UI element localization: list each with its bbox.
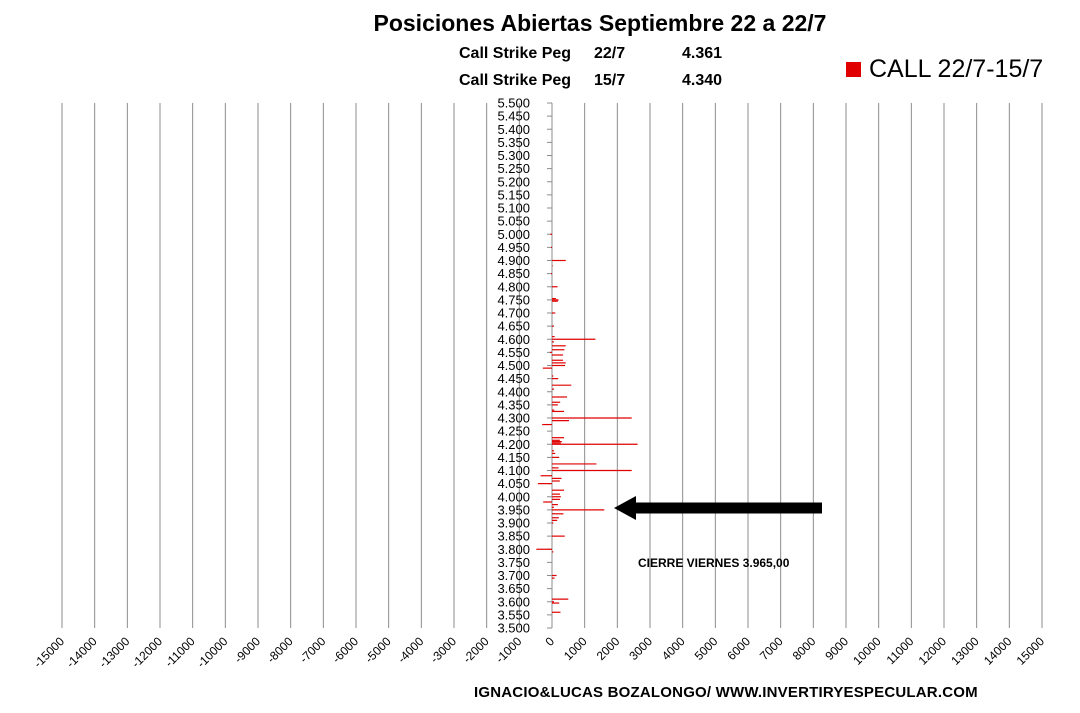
- x-tick-label: -7000: [297, 634, 329, 666]
- y-tick-label: 4.600: [497, 332, 530, 347]
- y-tick-label: 5.150: [497, 187, 530, 202]
- x-tick-label: -13000: [96, 634, 133, 671]
- y-tick-label: 3.700: [497, 568, 530, 583]
- x-tick-label: 11000: [884, 634, 917, 667]
- x-tick-label: -11000: [162, 634, 198, 670]
- y-tick-label: 4.050: [497, 476, 530, 491]
- y-tick-label: 5.050: [497, 214, 530, 229]
- x-tick-label: -10000: [194, 634, 231, 671]
- y-tick-label: 4.100: [497, 463, 530, 478]
- x-tick-label: 14000: [981, 634, 1015, 668]
- y-tick-label: 4.350: [497, 397, 530, 412]
- x-tick-label: -5000: [362, 634, 394, 666]
- y-tick-label: 3.850: [497, 529, 530, 544]
- y-tick-label: 4.450: [497, 371, 530, 386]
- y-tick-label: 5.500: [497, 96, 530, 111]
- y-tick-label: 4.500: [497, 358, 530, 373]
- y-tick-label: 4.750: [497, 292, 530, 307]
- y-tick-label: 4.200: [497, 437, 530, 452]
- y-tick-label: 5.400: [497, 122, 530, 137]
- y-tick-label: 5.250: [497, 161, 530, 176]
- y-tick-label: 3.950: [497, 502, 530, 517]
- y-tick-label: 3.500: [497, 621, 530, 636]
- y-tick-label: 5.000: [497, 227, 530, 242]
- y-tick-label: 4.850: [497, 266, 530, 281]
- x-tick-label: -4000: [395, 634, 427, 666]
- y-tick-label: 4.900: [497, 253, 530, 268]
- y-tick-label: 3.650: [497, 581, 530, 596]
- subtitle-label-1: Call Strike Peg: [459, 45, 572, 62]
- x-tick-label: 6000: [724, 634, 753, 663]
- legend: CALL 22/7-15/7: [846, 55, 1043, 84]
- x-tick-label: -9000: [232, 634, 264, 666]
- x-tick-label: -14000: [63, 634, 100, 671]
- x-tick-label: 8000: [790, 634, 819, 663]
- y-tick-label: 5.300: [497, 148, 530, 163]
- x-tick-label: -15000: [31, 634, 68, 671]
- x-tick-label: -12000: [129, 634, 166, 671]
- x-tick-label: 2000: [594, 634, 623, 663]
- footer-credit: IGNACIO&LUCAS BOZALONGO/ WWW.INVERTIRYES…: [474, 684, 978, 701]
- y-tick-label: 4.650: [497, 319, 530, 334]
- x-tick-label: -6000: [330, 634, 362, 666]
- y-tick-label: 4.950: [497, 240, 530, 255]
- x-tick-label: 13000: [948, 634, 982, 668]
- x-tick-label: 0: [542, 634, 557, 649]
- subtitle-value-1: 4.361: [682, 45, 723, 62]
- y-tick-label: 4.550: [497, 345, 530, 360]
- x-tick-label: -1000: [493, 634, 525, 666]
- subtitle-value-2: 4.340: [682, 72, 723, 89]
- legend-label: CALL 22/7-15/7: [869, 55, 1044, 83]
- legend-swatch: [846, 62, 861, 77]
- y-tick-label: 4.000: [497, 489, 530, 504]
- annotation-arrow-head: [614, 496, 636, 520]
- y-tick-label: 4.700: [497, 306, 530, 321]
- x-tick-label: -3000: [428, 634, 460, 666]
- y-tick-label: 4.150: [497, 450, 530, 465]
- chart-title: Posiciones Abiertas Septiembre 22 a 22/7: [373, 10, 827, 36]
- y-tick-label: 4.800: [497, 279, 530, 294]
- y-tick-label: 5.100: [497, 201, 530, 216]
- x-tick-label: -2000: [460, 634, 492, 666]
- x-tick-label: 5000: [692, 634, 721, 663]
- y-tick-label: 5.350: [497, 135, 530, 150]
- subtitle-label-2: Call Strike Peg: [459, 72, 572, 89]
- y-tick-label: 3.600: [497, 594, 530, 609]
- x-tick-label: 1000: [561, 634, 590, 663]
- y-tick-label: 5.450: [497, 109, 530, 124]
- y-tick-label: 3.550: [497, 607, 530, 622]
- y-tick-label: 4.250: [497, 424, 530, 439]
- x-tick-label: 9000: [822, 634, 851, 663]
- y-tick-label: 5.200: [497, 174, 530, 189]
- subtitle-date-1: 22/7: [594, 45, 626, 62]
- x-tick-label: -8000: [264, 634, 296, 666]
- x-tick-label: 15000: [1014, 634, 1048, 668]
- x-tick-label: 7000: [757, 634, 786, 663]
- x-tick-label: 3000: [626, 634, 655, 663]
- annotation-label: CIERRE VIERNES 3.965,00: [638, 556, 790, 570]
- x-tick-label: 10000: [850, 634, 884, 668]
- x-tick-label: 12000: [916, 634, 950, 668]
- x-tick-label: 4000: [659, 634, 688, 663]
- subtitle-date-2: 15/7: [594, 72, 626, 89]
- y-tick-label: 3.750: [497, 555, 530, 570]
- y-tick-label: 4.300: [497, 411, 530, 426]
- y-tick-label: 3.900: [497, 516, 530, 531]
- y-tick-label: 3.800: [497, 542, 530, 557]
- y-tick-label: 4.400: [497, 384, 530, 399]
